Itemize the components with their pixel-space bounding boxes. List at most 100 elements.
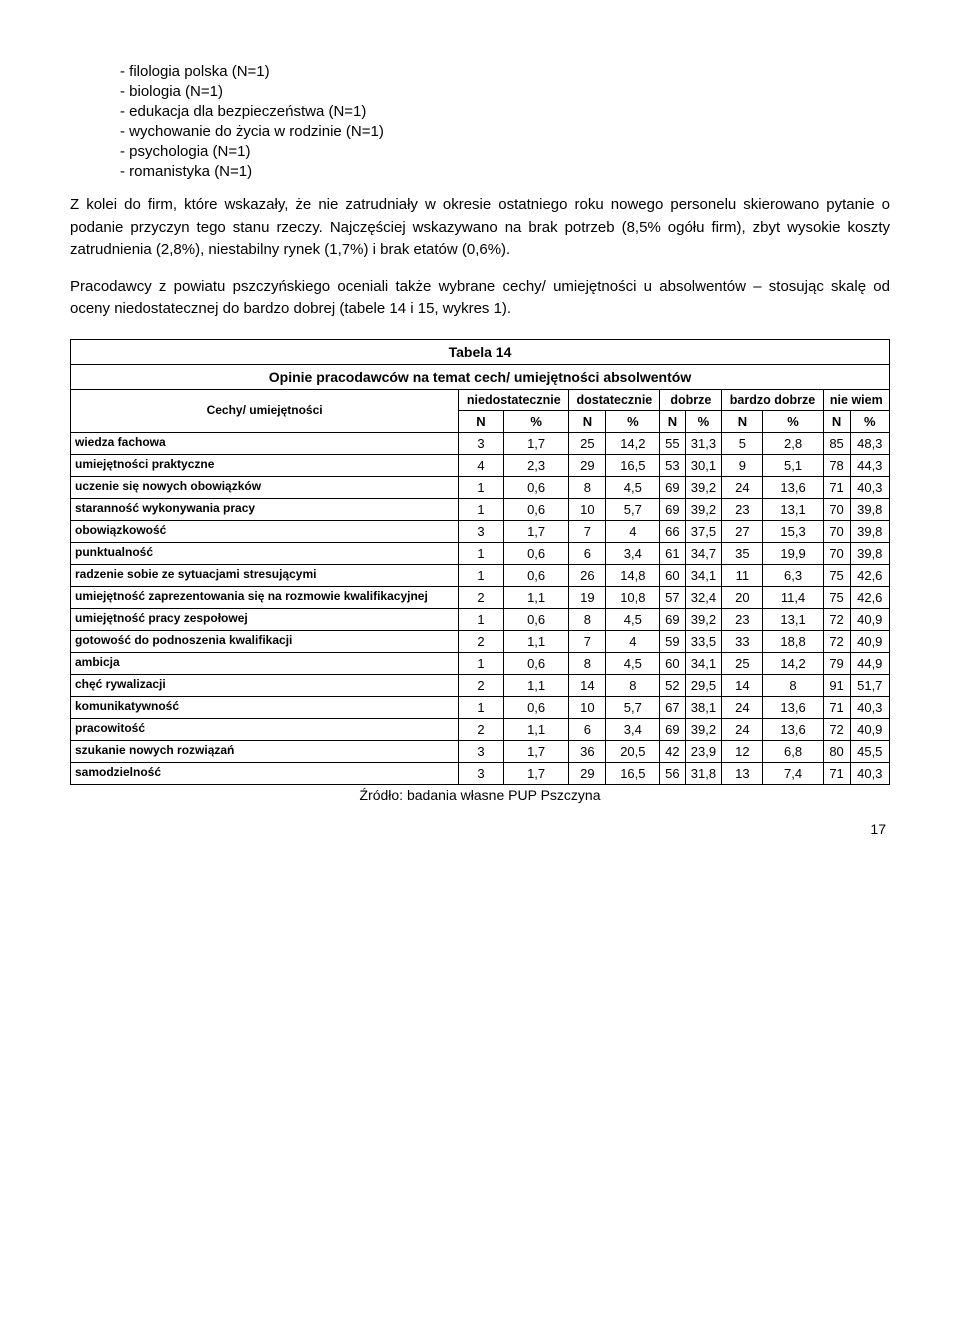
table-cell: 80 xyxy=(823,740,850,762)
table-cell: 69 xyxy=(660,718,685,740)
table-cell: 0,6 xyxy=(503,498,569,520)
table-cell: 27 xyxy=(722,520,763,542)
table-cell: 39,8 xyxy=(850,520,889,542)
table-cell: 40,3 xyxy=(850,476,889,498)
table-cell: 19,9 xyxy=(763,542,823,564)
table-cell: 4,5 xyxy=(606,476,660,498)
row-label: umiejętność pracy zespołowej xyxy=(71,608,459,630)
table-source: Źródło: badania własne PUP Pszczyna xyxy=(70,787,890,803)
table-cell: 5,7 xyxy=(606,498,660,520)
table-cell: 15,3 xyxy=(763,520,823,542)
table-row: ambicja10,684,56034,12514,27944,9 xyxy=(71,652,890,674)
table-cell: 56 xyxy=(660,762,685,784)
table-cell: 6 xyxy=(569,718,606,740)
table-cell: 8 xyxy=(606,674,660,696)
table-cell: 36 xyxy=(569,740,606,762)
table-cell: 6,3 xyxy=(763,564,823,586)
table-cell: 51,7 xyxy=(850,674,889,696)
col-subheader-pct: % xyxy=(503,410,569,432)
table-cell: 40,9 xyxy=(850,630,889,652)
table-cell: 32,4 xyxy=(685,586,722,608)
row-label: gotowość do podnoszenia kwalifikacji xyxy=(71,630,459,652)
table-cell: 45,5 xyxy=(850,740,889,762)
table-title: Tabela 14 xyxy=(71,339,890,364)
list-item: - filologia polska (N=1) xyxy=(120,63,890,80)
table-row: obowiązkowość31,7746637,52715,37039,8 xyxy=(71,520,890,542)
table-cell: 44,3 xyxy=(850,454,889,476)
table-cell: 1,7 xyxy=(503,432,569,454)
col-subheader-n: N xyxy=(569,410,606,432)
table-cell: 67 xyxy=(660,696,685,718)
table-cell: 3 xyxy=(459,520,504,542)
table-cell: 3 xyxy=(459,432,504,454)
table-cell: 23,9 xyxy=(685,740,722,762)
page-number: 17 xyxy=(70,821,890,837)
table-cell: 10,8 xyxy=(606,586,660,608)
table-row: uczenie się nowych obowiązków10,684,5693… xyxy=(71,476,890,498)
table-cell: 26 xyxy=(569,564,606,586)
table-cell: 70 xyxy=(823,542,850,564)
table-cell: 42 xyxy=(660,740,685,762)
table-cell: 39,2 xyxy=(685,476,722,498)
col-subheader-pct: % xyxy=(763,410,823,432)
table-cell: 1,1 xyxy=(503,674,569,696)
col-subheader-n: N xyxy=(722,410,763,432)
table-cell: 40,3 xyxy=(850,762,889,784)
table-cell: 4,5 xyxy=(606,608,660,630)
table-row: umiejętność pracy zespołowej10,684,56939… xyxy=(71,608,890,630)
table-cell: 44,9 xyxy=(850,652,889,674)
table-cell: 66 xyxy=(660,520,685,542)
table-cell: 52 xyxy=(660,674,685,696)
table-cell: 1,7 xyxy=(503,520,569,542)
table-cell: 53 xyxy=(660,454,685,476)
table-cell: 79 xyxy=(823,652,850,674)
table-cell: 1,1 xyxy=(503,630,569,652)
table-cell: 55 xyxy=(660,432,685,454)
row-label: pracowitość xyxy=(71,718,459,740)
table-cell: 12 xyxy=(722,740,763,762)
table-cell: 69 xyxy=(660,608,685,630)
table-cell: 2 xyxy=(459,674,504,696)
col-header: bardzo dobrze xyxy=(722,389,823,410)
list-item: - wychowanie do życia w rodzinie (N=1) xyxy=(120,123,890,140)
table-cell: 3,4 xyxy=(606,718,660,740)
row-label: umiejętności praktyczne xyxy=(71,454,459,476)
table-cell: 1 xyxy=(459,608,504,630)
table-cell: 4,5 xyxy=(606,652,660,674)
row-label: wiedza fachowa xyxy=(71,432,459,454)
table-cell: 11,4 xyxy=(763,586,823,608)
table-cell: 10 xyxy=(569,696,606,718)
table-cell: 8 xyxy=(569,608,606,630)
table-cell: 13,1 xyxy=(763,498,823,520)
table-row: punktualność10,663,46134,73519,97039,8 xyxy=(71,542,890,564)
table-cell: 69 xyxy=(660,476,685,498)
table-cell: 1,1 xyxy=(503,586,569,608)
table-row: gotowość do podnoszenia kwalifikacji21,1… xyxy=(71,630,890,652)
table-cell: 40,9 xyxy=(850,718,889,740)
table-cell: 34,1 xyxy=(685,564,722,586)
table-cell: 20 xyxy=(722,586,763,608)
table-row: wiedza fachowa31,72514,25531,352,88548,3 xyxy=(71,432,890,454)
table-cell: 13 xyxy=(722,762,763,784)
table-cell: 34,1 xyxy=(685,652,722,674)
list-item: - psychologia (N=1) xyxy=(120,143,890,160)
table-cell: 34,7 xyxy=(685,542,722,564)
row-label: punktualność xyxy=(71,542,459,564)
row-label: staranność wykonywania pracy xyxy=(71,498,459,520)
table-cell: 29 xyxy=(569,762,606,784)
table-cell: 11 xyxy=(722,564,763,586)
table-cell: 39,8 xyxy=(850,498,889,520)
table-cell: 1 xyxy=(459,564,504,586)
table-cell: 40,3 xyxy=(850,696,889,718)
table-cell: 24 xyxy=(722,696,763,718)
table-cell: 23 xyxy=(722,608,763,630)
table-cell: 72 xyxy=(823,608,850,630)
table-cell: 6 xyxy=(569,542,606,564)
table-cell: 60 xyxy=(660,652,685,674)
table-cell: 8 xyxy=(569,652,606,674)
row-label: chęć rywalizacji xyxy=(71,674,459,696)
col-header: nie wiem xyxy=(823,389,889,410)
table-cell: 39,2 xyxy=(685,608,722,630)
table-cell: 0,6 xyxy=(503,652,569,674)
opinions-table: Tabela 14 Opinie pracodawców na temat ce… xyxy=(70,339,890,785)
